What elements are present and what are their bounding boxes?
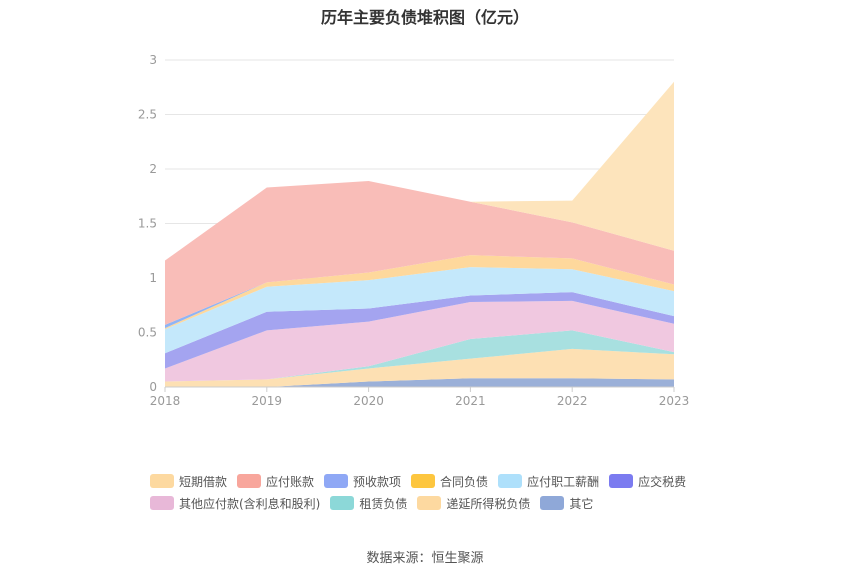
area-series xyxy=(165,348,674,387)
legend-swatch xyxy=(498,474,523,488)
legend-swatch xyxy=(417,496,442,510)
legend-swatch xyxy=(237,474,262,488)
legend-swatch xyxy=(411,474,436,488)
legend-label: 应交税费 xyxy=(638,474,687,489)
area-series xyxy=(165,300,674,382)
legend-label: 应付职工薪酬 xyxy=(527,474,600,489)
x-tick-label: 2019 xyxy=(252,394,283,408)
y-tick-label: 0.5 xyxy=(138,326,157,340)
y-tick-label: 2.5 xyxy=(138,108,157,122)
legend-label: 预收款项 xyxy=(353,474,402,489)
legend-row-2: 其他应付款(含利息和股利) 租赁负债 递延所得税负债 其它 xyxy=(150,492,750,514)
legend-item[interactable]: 递延所得税负债 xyxy=(417,495,530,512)
chart-title: 历年主要负债堆积图（亿元） xyxy=(320,8,529,27)
legend-label: 合同负债 xyxy=(440,474,489,489)
legend-item[interactable]: 应付职工薪酬 xyxy=(498,473,599,490)
legend-item[interactable]: 短期借款 xyxy=(150,473,227,490)
area-series xyxy=(165,330,674,382)
y-tick-label: 1 xyxy=(149,271,157,285)
legend-swatch xyxy=(150,496,174,510)
legend-item[interactable]: 应付账款 xyxy=(237,473,314,490)
area-series xyxy=(165,378,674,387)
legend-row-1: 短期借款 应付账款 预收款项 合同负债 应付职工薪酬 应交税费 xyxy=(150,470,750,492)
legend-swatch xyxy=(609,474,634,488)
legend-label: 递延所得税负债 xyxy=(446,496,531,511)
y-tick-label: 3 xyxy=(149,53,157,67)
y-tick-label: 1.5 xyxy=(138,217,157,231)
area-series xyxy=(165,255,674,330)
legend-swatch xyxy=(540,496,565,510)
x-tick-label: 2022 xyxy=(557,394,588,408)
area-series xyxy=(165,267,674,354)
legend-label: 其他应付款(含利息和股利) xyxy=(179,496,321,511)
legend-item[interactable]: 其他应付款(含利息和股利) xyxy=(150,495,320,512)
legend-item[interactable]: 应交税费 xyxy=(609,473,686,490)
x-tick-label: 2020 xyxy=(353,394,384,408)
legend-swatch xyxy=(150,474,174,488)
x-tick-label: 2021 xyxy=(455,394,486,408)
legend-item[interactable]: 预收款项 xyxy=(324,473,401,490)
legend-label: 租赁负债 xyxy=(359,496,408,511)
legend-label: 其它 xyxy=(569,496,594,511)
legend-item[interactable]: 其它 xyxy=(540,495,593,512)
legend-swatch xyxy=(324,474,349,488)
legend: 短期借款 应付账款 预收款项 合同负债 应付职工薪酬 应交税费 其他应付款(含利息和股利)… xyxy=(150,470,750,514)
legend-swatch xyxy=(330,496,355,510)
data-source: 数据来源：恒生聚源 xyxy=(366,551,484,566)
legend-item[interactable]: 租赁负债 xyxy=(330,495,407,512)
area-series xyxy=(165,180,674,325)
y-tick-label: 0 xyxy=(149,380,157,394)
x-tick-label: 2023 xyxy=(659,394,690,408)
legend-label: 短期借款 xyxy=(179,474,228,489)
x-tick-label: 2018 xyxy=(150,394,181,408)
area-series xyxy=(165,292,674,369)
area-series xyxy=(165,81,674,261)
legend-item[interactable]: 合同负债 xyxy=(411,473,488,490)
legend-label: 应付账款 xyxy=(266,474,315,489)
y-tick-label: 2 xyxy=(149,162,157,176)
